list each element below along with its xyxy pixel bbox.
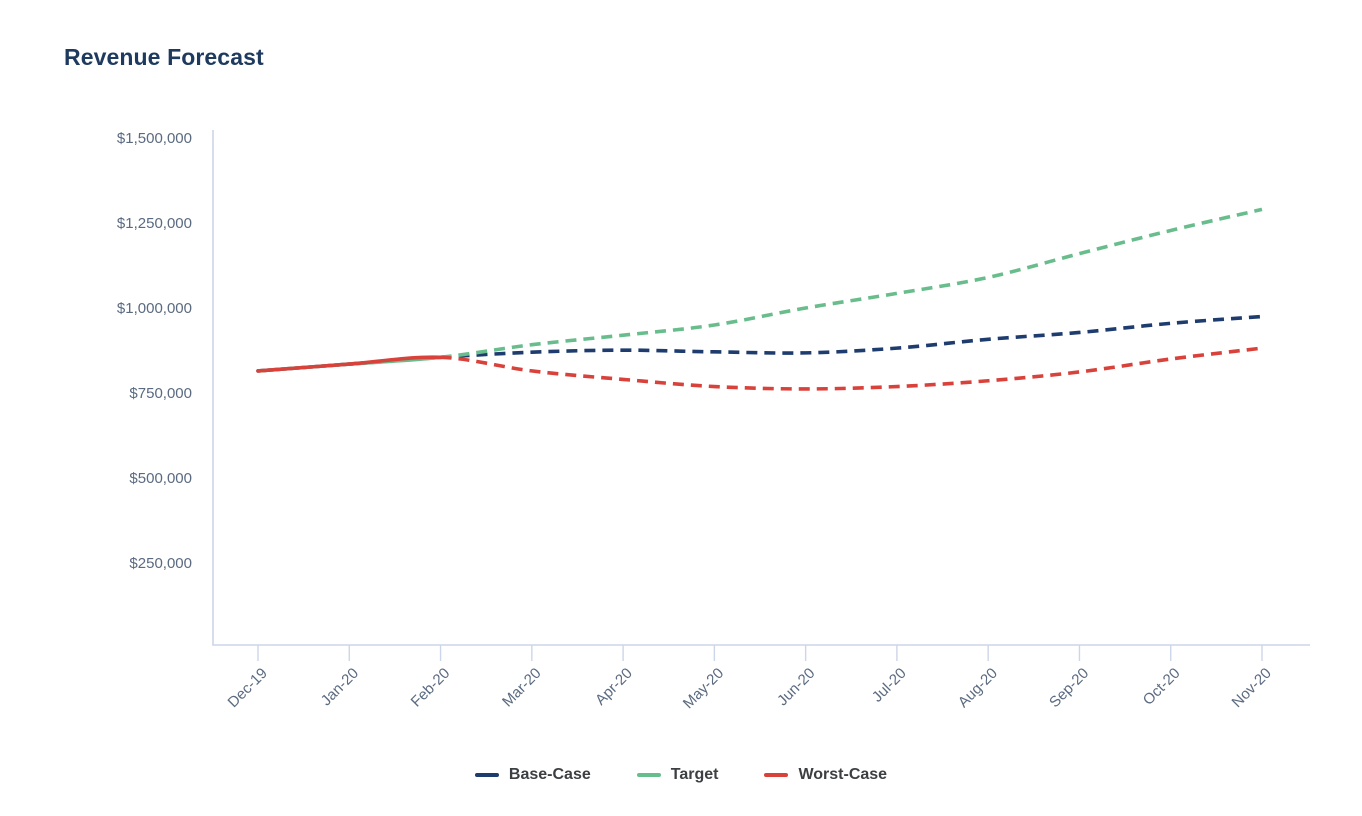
x-axis-tick-label: May-20 xyxy=(680,665,727,712)
series-line-forecast-base-case xyxy=(440,314,1263,360)
y-axis-tick-label: $750,000 xyxy=(129,385,192,402)
axis-lines xyxy=(212,130,1310,646)
chart-legend: Base-Case Target Worst-Case xyxy=(0,766,1362,784)
x-axis-tick-label: Feb-20 xyxy=(408,665,454,711)
series-line-actual-worst-case xyxy=(256,355,443,373)
chart-title: Revenue Forecast xyxy=(64,44,264,70)
legend-swatch-worst-case xyxy=(764,773,789,777)
x-axis-tick-label: Mar-20 xyxy=(499,665,545,711)
legend-item-target[interactable]: Target xyxy=(636,766,719,784)
legend-swatch-base-case xyxy=(474,773,499,777)
x-axis-tick-label: Jan-20 xyxy=(318,665,362,709)
x-axis-tick-label: Dec-19 xyxy=(225,665,271,711)
series-line-forecast-target xyxy=(440,207,1263,360)
legend-swatch-target xyxy=(636,773,661,777)
legend-item-base-case[interactable]: Base-Case xyxy=(474,766,591,784)
x-axis-tick-label: Jun-20 xyxy=(774,665,818,709)
legend-label-base-case: Base-Case xyxy=(508,766,591,783)
x-axis-tick-label: Sep-20 xyxy=(1046,665,1092,711)
y-axis-tick-label: $500,000 xyxy=(129,470,192,487)
y-axis-tick-label: $1,000,000 xyxy=(117,300,192,317)
legend-item-worst-case[interactable]: Worst-Case xyxy=(764,766,887,784)
legend-label-target: Target xyxy=(670,766,719,783)
x-axis-tick-label: Apr-20 xyxy=(592,665,636,709)
legend-label-worst-case: Worst-Case xyxy=(798,766,888,783)
y-axis-tick-label: $1,250,000 xyxy=(117,215,192,232)
x-axis-tick-label: Nov-20 xyxy=(1229,665,1275,711)
x-axis-tick-label: Oct-20 xyxy=(1140,665,1184,709)
x-axis-tick-label: Aug-20 xyxy=(955,665,1001,711)
series-line-forecast-worst-case xyxy=(440,346,1263,391)
x-axis-tick-label: Jul-20 xyxy=(869,665,910,706)
y-axis-tick-label: $1,500,000 xyxy=(117,130,192,147)
y-axis-tick-label: $250,000 xyxy=(129,555,192,572)
